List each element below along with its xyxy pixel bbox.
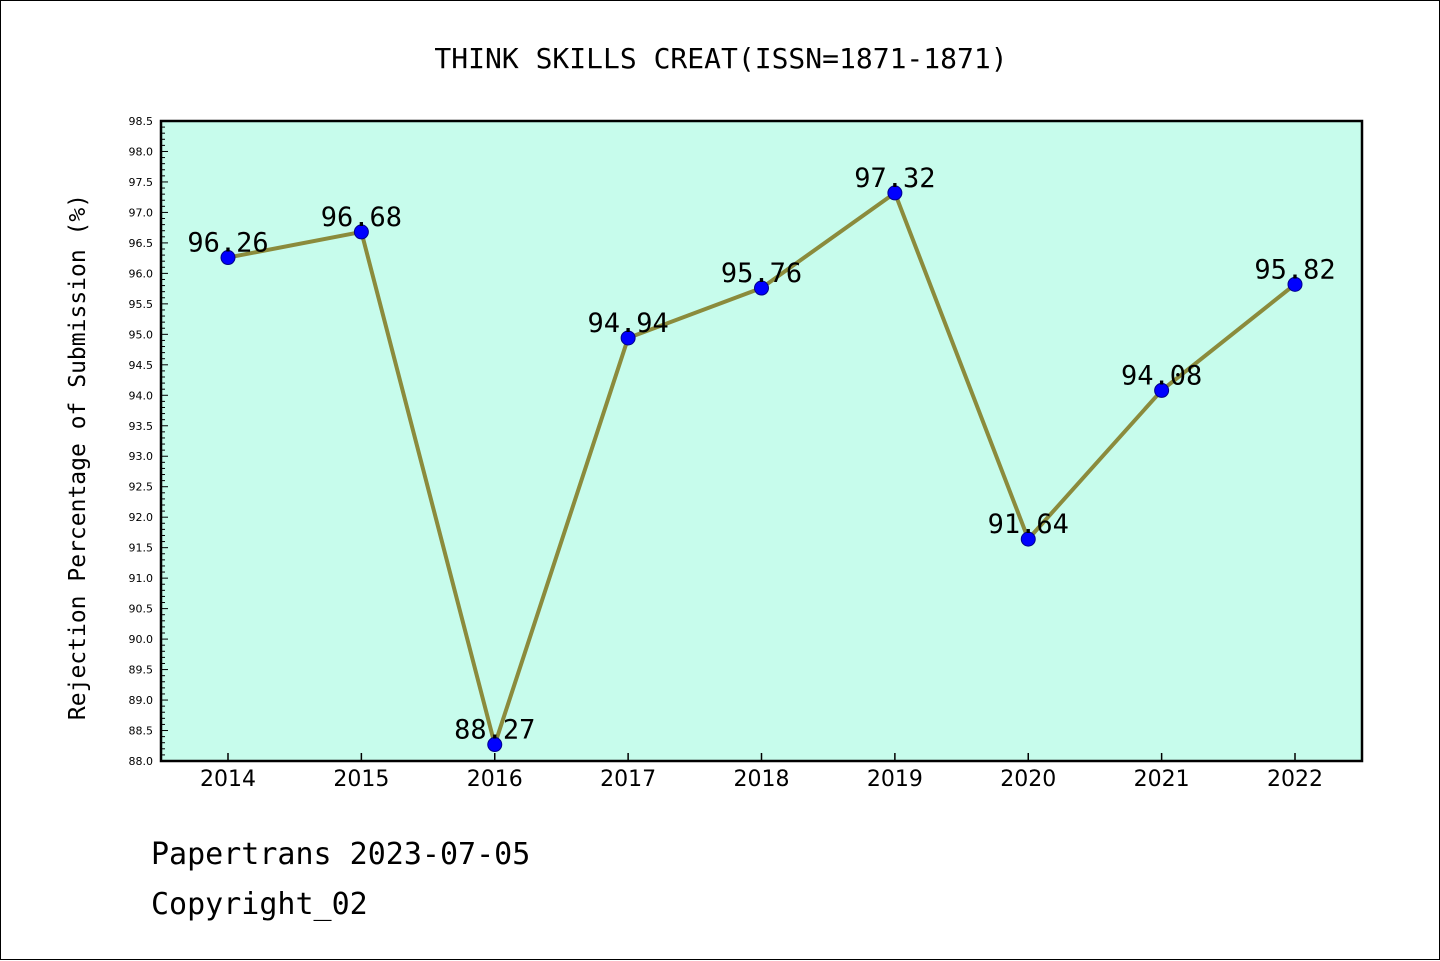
data-label: 94.08 (1121, 360, 1202, 391)
y-tick-label: 93.5 (129, 420, 154, 433)
y-tick-label: 95.0 (129, 328, 154, 341)
data-point (1287, 276, 1303, 292)
y-tick-label: 92.0 (129, 511, 154, 524)
x-tick-label: 2020 (1000, 767, 1056, 792)
y-tick-label: 91.5 (129, 542, 154, 555)
data-label: 96.68 (321, 202, 402, 233)
y-tick-label: 97.0 (129, 206, 154, 219)
y-tick-label: 90.0 (129, 633, 154, 646)
plot-border (159, 119, 1364, 763)
data-labels: 96.26 96.68 88.27 94.94 95.76 97.32 91.64 94.08… (187, 163, 1335, 746)
y-tick-label: 89.5 (129, 664, 154, 677)
data-point (887, 185, 903, 201)
data-label: 88.27 (454, 715, 535, 746)
x-tick-label: 2015 (333, 767, 389, 792)
x-tick-label: 2018 (734, 767, 790, 792)
x-axis-ticks: 2014 2015 2016 2017 2018 2019 2020 2021 2022 (200, 753, 1323, 792)
data-label: 97.32 (854, 163, 935, 194)
y-tick-label: 88.0 (129, 755, 154, 768)
y-tick-label: 91.0 (129, 572, 154, 585)
data-label: 96.26 (187, 228, 268, 259)
x-tick-label: 2016 (467, 767, 523, 792)
y-tick-label: 98.0 (129, 145, 154, 158)
data-point (487, 737, 503, 753)
data-point (353, 224, 369, 240)
y-axis-label: Rejection Percentage of Submission (%) (65, 194, 91, 720)
y-tick-label: 88.5 (129, 725, 154, 738)
x-tick-label: 2014 (200, 767, 256, 792)
x-tick-label: 2019 (867, 767, 923, 792)
data-point (620, 330, 636, 346)
y-tick-label: 98.5 (129, 115, 154, 128)
x-tick-label: 2017 (600, 767, 656, 792)
chart-title: THINK SKILLS CREAT(ISSN=1871-1871) (434, 42, 1007, 75)
data-point (220, 250, 236, 266)
y-tick-label: 97.5 (129, 176, 154, 189)
data-label: 95.82 (1254, 254, 1335, 285)
footer-copyright: Copyright_02 (151, 887, 368, 922)
data-label: 91.64 (988, 509, 1069, 540)
data-markers (220, 185, 1303, 753)
y-tick-label: 93.0 (129, 450, 154, 463)
data-point (754, 280, 769, 296)
y-tick-label: 96.0 (129, 267, 154, 280)
data-point (1020, 531, 1036, 547)
footer-date: Papertrans 2023-07-05 (151, 837, 531, 872)
y-tick-label: 89.0 (129, 694, 154, 707)
y-tick-label: 96.5 (129, 237, 154, 250)
x-tick-label: 2022 (1267, 767, 1323, 792)
data-label: 95.76 (721, 258, 802, 289)
y-tick-label: 94.0 (129, 389, 154, 402)
y-tick-label: 95.5 (129, 298, 154, 311)
data-point (1154, 382, 1170, 398)
y-tick-label: 90.5 (129, 603, 154, 616)
x-tick-label: 2021 (1134, 767, 1190, 792)
data-label: 94.94 (587, 308, 668, 339)
y-tick-label: 92.5 (129, 481, 154, 494)
y-tick-label: 94.5 (129, 359, 154, 372)
